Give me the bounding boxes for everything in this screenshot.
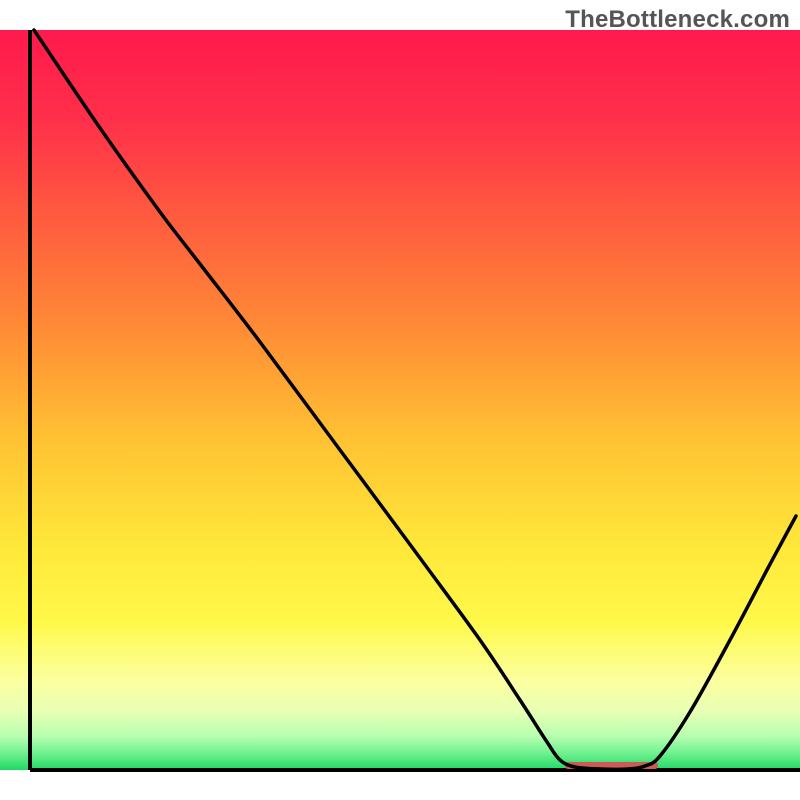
valley-marker <box>565 762 658 769</box>
x-axis <box>30 768 800 772</box>
y-axis <box>28 30 32 770</box>
chart-container: TheBottleneck.com <box>0 0 800 800</box>
chart-background-gradient <box>0 30 800 770</box>
